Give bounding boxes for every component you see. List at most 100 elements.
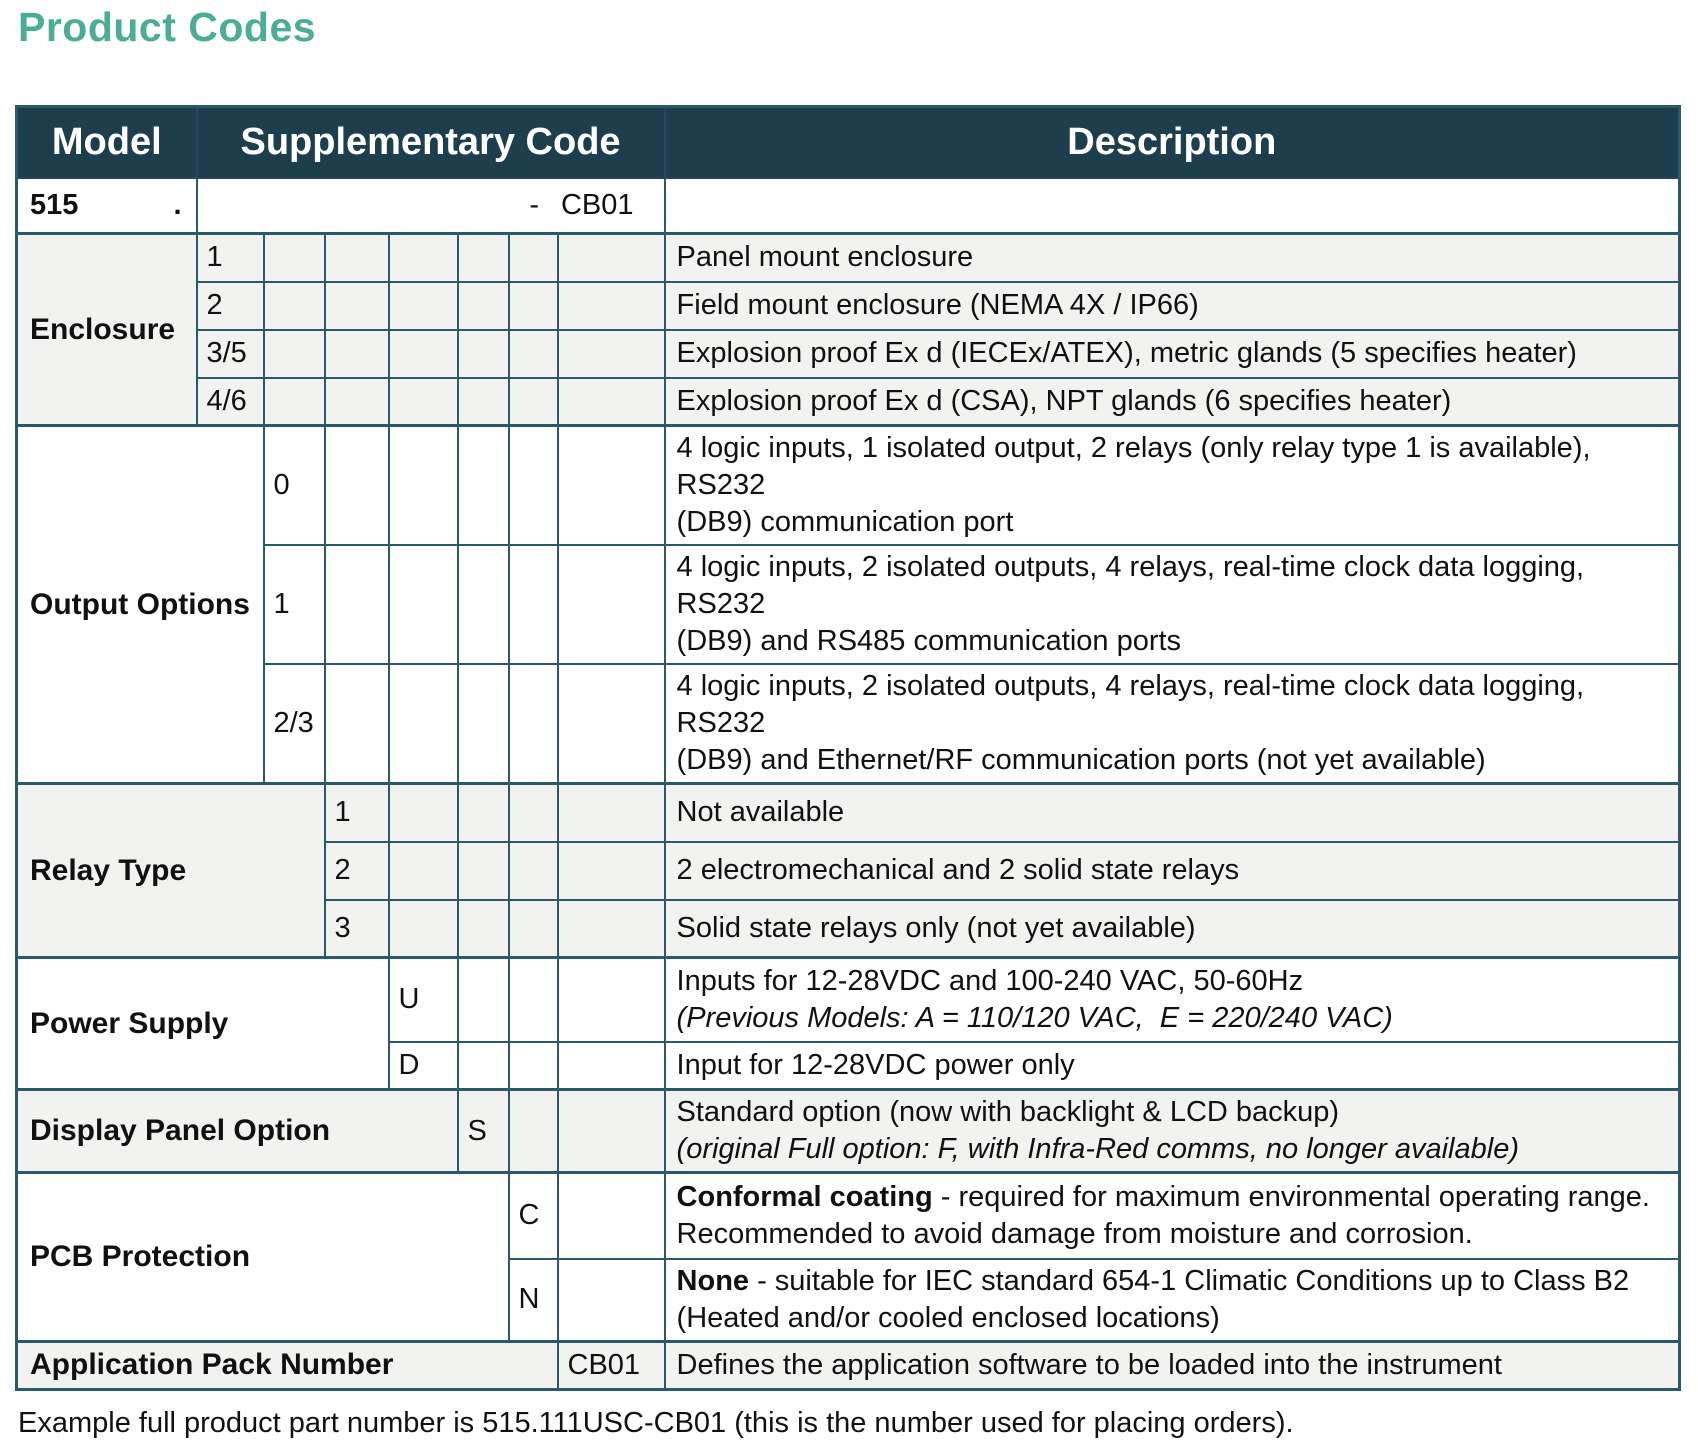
code-cell: D: [387, 1040, 459, 1091]
spacer-cell: [556, 280, 666, 331]
spacer-cell: [456, 424, 510, 546]
model-number-cell: 515.: [15, 176, 198, 235]
enclosure-row-3: 3/5 Explosion proof Ex d (IECEx/ATEX), m…: [17, 328, 1681, 379]
spacer-cell: [262, 328, 326, 379]
description-cell: Field mount enclosure (NEMA 4X / IP66): [663, 280, 1681, 331]
spacer-cell: [507, 376, 559, 427]
enclosure-row-1: Enclosure 1 Panel mount enclosure: [15, 232, 1681, 427]
code-cell: 0: [262, 424, 326, 546]
spacer-cell: [387, 782, 459, 843]
spacer-cell: [507, 956, 559, 1043]
code-cell: 2: [323, 840, 390, 901]
spacer-cell: [556, 1257, 666, 1342]
spacer-cell: [556, 328, 666, 379]
spacer-cell: [556, 956, 666, 1043]
page-title: Product Codes: [18, 4, 317, 50]
spacer-cell: [456, 280, 510, 331]
model-dot: .: [173, 188, 182, 221]
description-cell: Conformal coating - required for maximum…: [663, 1171, 1681, 1260]
spacer-cell: [507, 544, 559, 665]
relay-type-row-2: 2 2 electromechanical and 2 solid state …: [17, 840, 1681, 901]
spacer-cell: [323, 232, 390, 283]
section-label-pcb-protection: PCB Protection: [15, 1171, 510, 1342]
spacer-cell: [456, 840, 510, 901]
spacer-cell: [323, 424, 390, 546]
spacer-cell: [556, 232, 666, 283]
description-cell: Not available: [663, 782, 1681, 843]
spacer-cell: [507, 1040, 559, 1091]
spacer-cell: [323, 376, 390, 427]
spacer-cell: [556, 1088, 666, 1174]
column-header-supplementary-code: Supplementary Code: [195, 105, 666, 179]
product-codes-table: Model Supplementary Code Description 515…: [15, 105, 1682, 1391]
description-cell: Explosion proof Ex d (CSA), NPT glands (…: [663, 376, 1681, 427]
description-cell: 4 logic inputs, 1 isolated output, 2 rel…: [663, 424, 1681, 546]
code-cell: N: [507, 1257, 559, 1342]
spacer-cell: [262, 376, 326, 427]
output-options-row-1: Output Options 0 4 logic inputs, 1 isola…: [15, 424, 1681, 785]
code-cell: 2/3: [262, 663, 326, 785]
spacer-cell: [323, 280, 390, 331]
spacer-cell: [556, 782, 666, 843]
model-row: 515. - CB01: [15, 176, 1681, 235]
code-cell: U: [387, 956, 459, 1043]
spacer-cell: [456, 898, 510, 959]
spacer-cell: [556, 376, 666, 427]
column-header-model: Model: [15, 105, 198, 179]
spacer-cell: [507, 232, 559, 283]
spacer-cell: [323, 663, 390, 785]
relay-type-row-3: 3 Solid state relays only (not yet avail…: [17, 898, 1681, 959]
enclosure-row-4: 4/6 Explosion proof Ex d (CSA), NPT glan…: [17, 376, 1681, 427]
description-cell: Defines the application software to be l…: [663, 1339, 1681, 1390]
application-pack-number-row: Application Pack Number CB01 Defines the…: [15, 1339, 1681, 1390]
spacer-cell: [387, 232, 459, 283]
code-cell: S: [456, 1088, 510, 1174]
description-cell: Inputs for 12-28VDC and 100-240 VAC, 50-…: [663, 956, 1681, 1043]
code-cell: 1: [195, 232, 265, 283]
spacer-cell: [456, 232, 510, 283]
spacer-cell: [456, 544, 510, 665]
display-panel-option-row: Display Panel Option S Standard option (…: [15, 1088, 1681, 1174]
model-number: 515: [30, 188, 79, 221]
spacer-cell: [556, 898, 666, 959]
spacer-cell: [387, 328, 459, 379]
code-cell: 1: [323, 782, 390, 843]
spacer-cell: [507, 663, 559, 785]
spacer-cell: [456, 1040, 510, 1091]
output-options-row-2: 1 4 logic inputs, 2 isolated outputs, 4 …: [17, 544, 1681, 665]
spacer-cell: [262, 232, 326, 283]
spacer-cell: [556, 1040, 666, 1091]
pcb-protection-row-2: N None - suitable for IEC standard 654-1…: [17, 1257, 1681, 1342]
spacer-cell: [556, 663, 666, 785]
section-label-display-panel-option: Display Panel Option: [15, 1088, 459, 1174]
power-supply-row-1: Power Supply U Inputs for 12-28VDC and 1…: [15, 956, 1681, 1091]
enclosure-row-2: 2 Field mount enclosure (NEMA 4X / IP66): [17, 280, 1681, 331]
section-label-relay-type: Relay Type: [15, 782, 326, 959]
section-label-power-supply: Power Supply: [15, 956, 390, 1091]
power-supply-row-2: D Input for 12-28VDC power only: [17, 1040, 1681, 1091]
code-cell: CB01: [556, 1339, 666, 1390]
section-label-enclosure: Enclosure: [15, 232, 198, 427]
description-cell: 4 logic inputs, 2 isolated outputs, 4 re…: [663, 663, 1681, 785]
spacer-cell: [387, 544, 459, 665]
description-cell: 2 electromechanical and 2 solid state re…: [663, 840, 1681, 901]
description-cell: Explosion proof Ex d (IECEx/ATEX), metri…: [663, 328, 1681, 379]
spacer-cell: [387, 663, 459, 785]
spacer-cell: [556, 1171, 666, 1260]
spacer-cell: [507, 840, 559, 901]
code-cell: 1: [262, 544, 326, 665]
spacer-cell: [456, 663, 510, 785]
spacer-cell: [456, 328, 510, 379]
spacer-cell: [387, 840, 459, 901]
spacer-cell: [507, 898, 559, 959]
spacer-cell: [323, 328, 390, 379]
spacer-cell: [556, 544, 666, 665]
code-cell: 4/6: [195, 376, 265, 427]
spacer-cell: [507, 1088, 559, 1174]
pcb-protection-row-1: PCB Protection C Conformal coating - req…: [15, 1171, 1681, 1342]
example-part-number-note: Example full product part number is 515.…: [18, 1406, 1294, 1439]
spacer-cell: [507, 328, 559, 379]
spacer-cell: [507, 424, 559, 546]
spacer-cell: [387, 376, 459, 427]
description-cell: Standard option (now with backlight & LC…: [663, 1088, 1681, 1174]
